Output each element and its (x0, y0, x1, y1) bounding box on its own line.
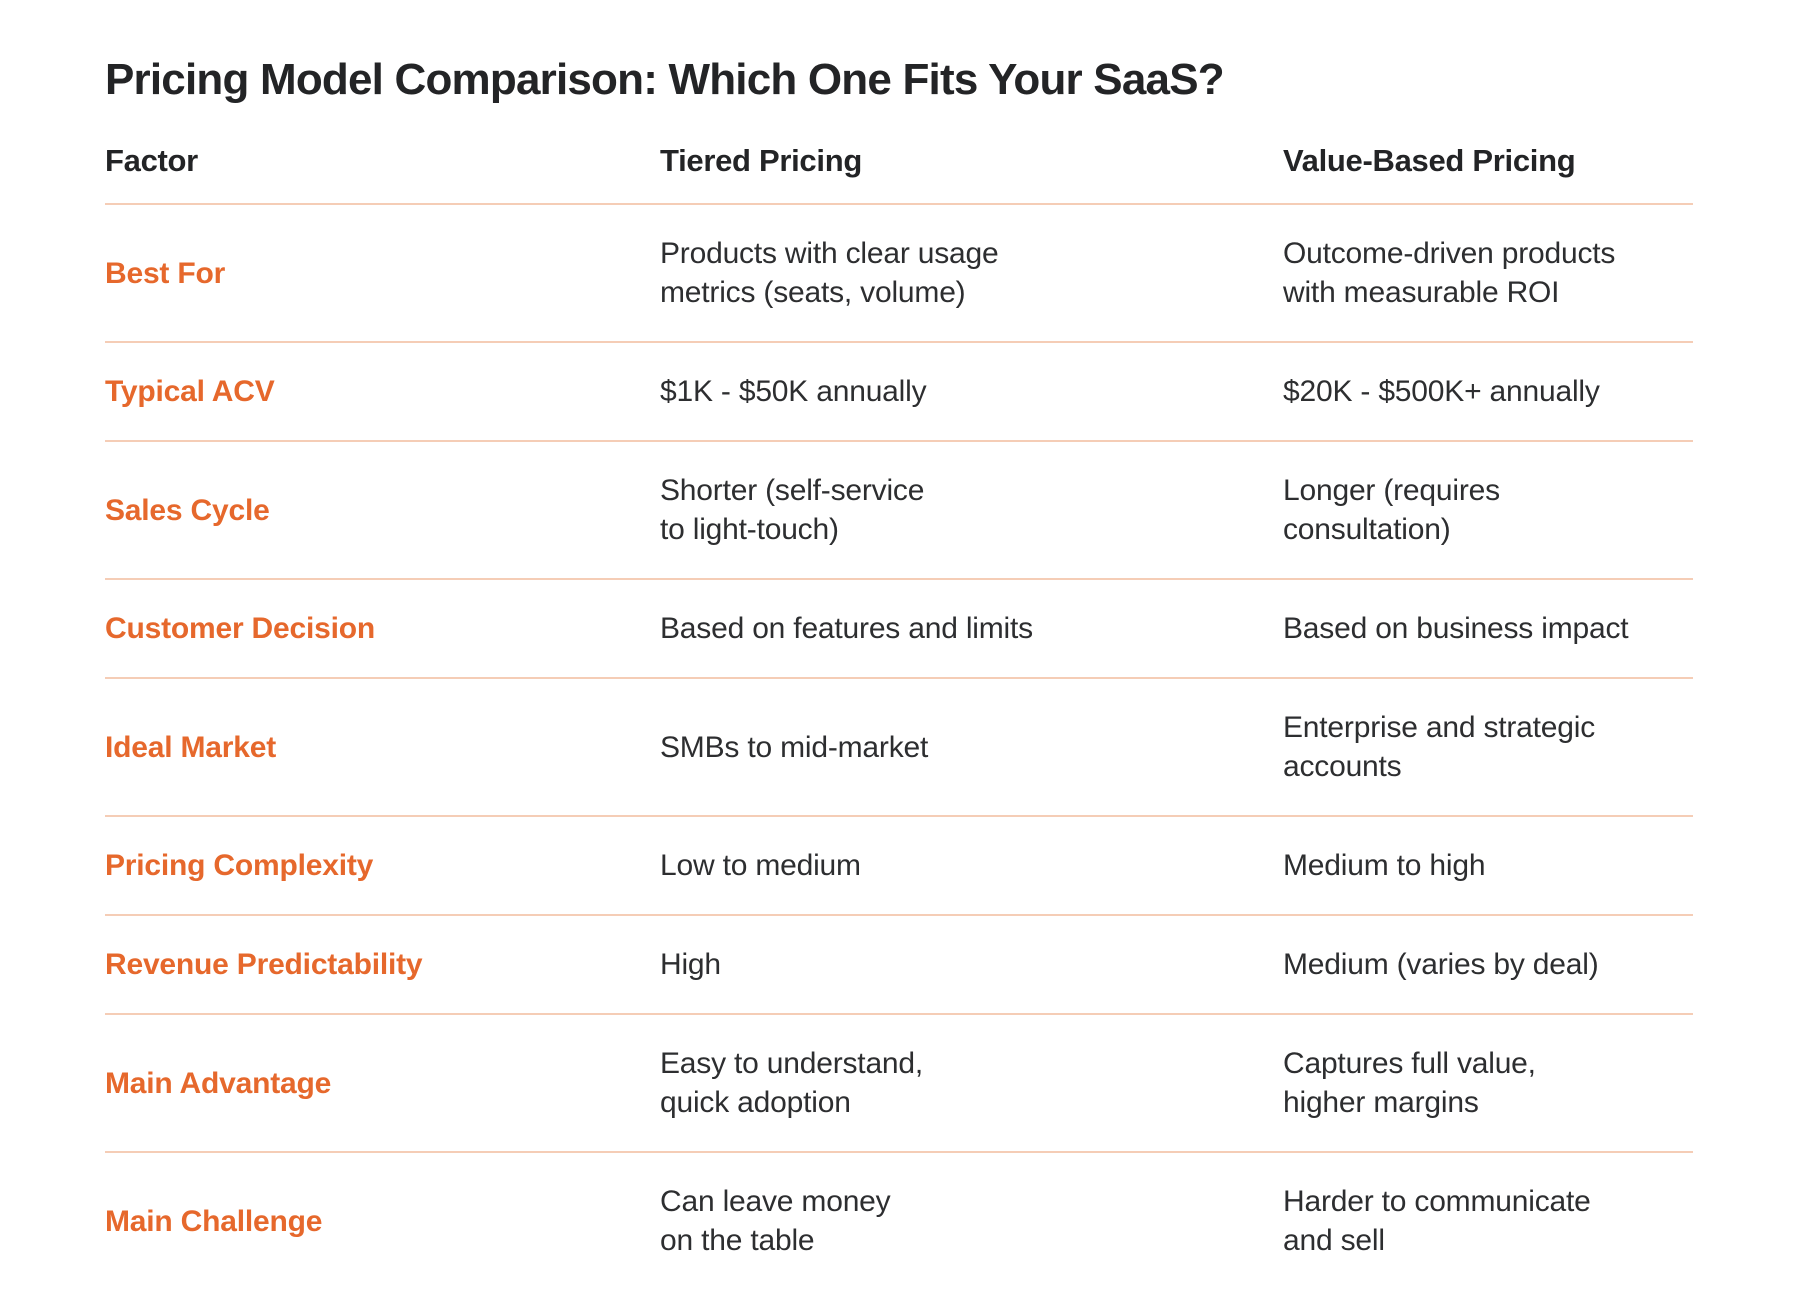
factor-label: Main Challenge (105, 1204, 323, 1238)
tiered-pricing-cell: Based on features and limits (660, 612, 1033, 645)
tiered-pricing-cell: Shorter (self-service to light-touch) (660, 474, 925, 546)
value-based-pricing-cell: Outcome-driven products with measurable … (1283, 237, 1616, 309)
value-based-pricing-cell: Based on business impact (1283, 612, 1629, 645)
factor-label: Pricing Complexity (105, 849, 374, 882)
value-based-pricing-cell: $20K - $500K+ annually (1283, 375, 1600, 408)
table-row-main-advantage: Main Advantage Easy to understand, quick… (105, 1015, 1693, 1153)
column-header-factor: Factor (105, 143, 198, 178)
table-row-main-challenge: Main Challenge Can leave money on the ta… (105, 1153, 1693, 1289)
column-header-value-based-pricing: Value-Based Pricing (1283, 143, 1576, 178)
value-based-pricing-cell: Enterprise and strategic accounts (1283, 711, 1596, 783)
value-based-pricing-cell: Medium to high (1283, 849, 1486, 882)
factor-label: Best For (105, 256, 226, 290)
table-header-row: Factor Tiered Pricing Value-Based Pricin… (105, 141, 1693, 205)
tiered-pricing-cell: Products with clear usage metrics (seats… (660, 237, 999, 309)
factor-label: Customer Decision (105, 612, 375, 645)
tiered-pricing-cell: SMBs to mid-market (660, 730, 929, 764)
table-row-ideal-market: Ideal Market SMBs to mid-market Enterpri… (105, 679, 1693, 817)
column-header-tiered-pricing: Tiered Pricing (660, 143, 862, 178)
value-based-pricing-cell: Medium (varies by deal) (1283, 948, 1599, 981)
tiered-pricing-cell: Can leave money on the table (660, 1185, 891, 1257)
value-based-pricing-cell: Harder to communicate and sell (1283, 1185, 1591, 1257)
factor-label: Ideal Market (105, 730, 277, 764)
table-row-customer-decision: Customer Decision Based on features and … (105, 580, 1693, 679)
tiered-pricing-cell: Low to medium (660, 849, 861, 882)
tiered-pricing-cell: Easy to understand, quick adoption (660, 1047, 924, 1119)
page-title: Pricing Model Comparison: Which One Fits… (105, 55, 1225, 104)
table-row-sales-cycle: Sales Cycle Shorter (self-service to lig… (105, 442, 1693, 580)
value-based-pricing-cell: Longer (requires consultation) (1283, 474, 1500, 546)
factor-label: Typical ACV (105, 375, 275, 408)
value-based-pricing-cell: Captures full value, higher margins (1283, 1047, 1536, 1119)
table-row-best-for: Best For Products with clear usage metri… (105, 205, 1693, 343)
table-row-revenue-predictability: Revenue Predictability High Medium (vari… (105, 916, 1693, 1015)
table-row-typical-acv: Typical ACV $1K - $50K annually $20K - $… (105, 343, 1693, 442)
factor-label: Sales Cycle (105, 493, 270, 527)
table-row-pricing-complexity: Pricing Complexity Low to medium Medium … (105, 817, 1693, 916)
factor-label: Main Advantage (105, 1066, 332, 1100)
factor-label: Revenue Predictability (105, 948, 423, 981)
tiered-pricing-cell: $1K - $50K annually (660, 375, 927, 408)
tiered-pricing-cell: High (660, 948, 721, 981)
comparison-table: Factor Tiered Pricing Value-Based Pricin… (105, 141, 1693, 1289)
